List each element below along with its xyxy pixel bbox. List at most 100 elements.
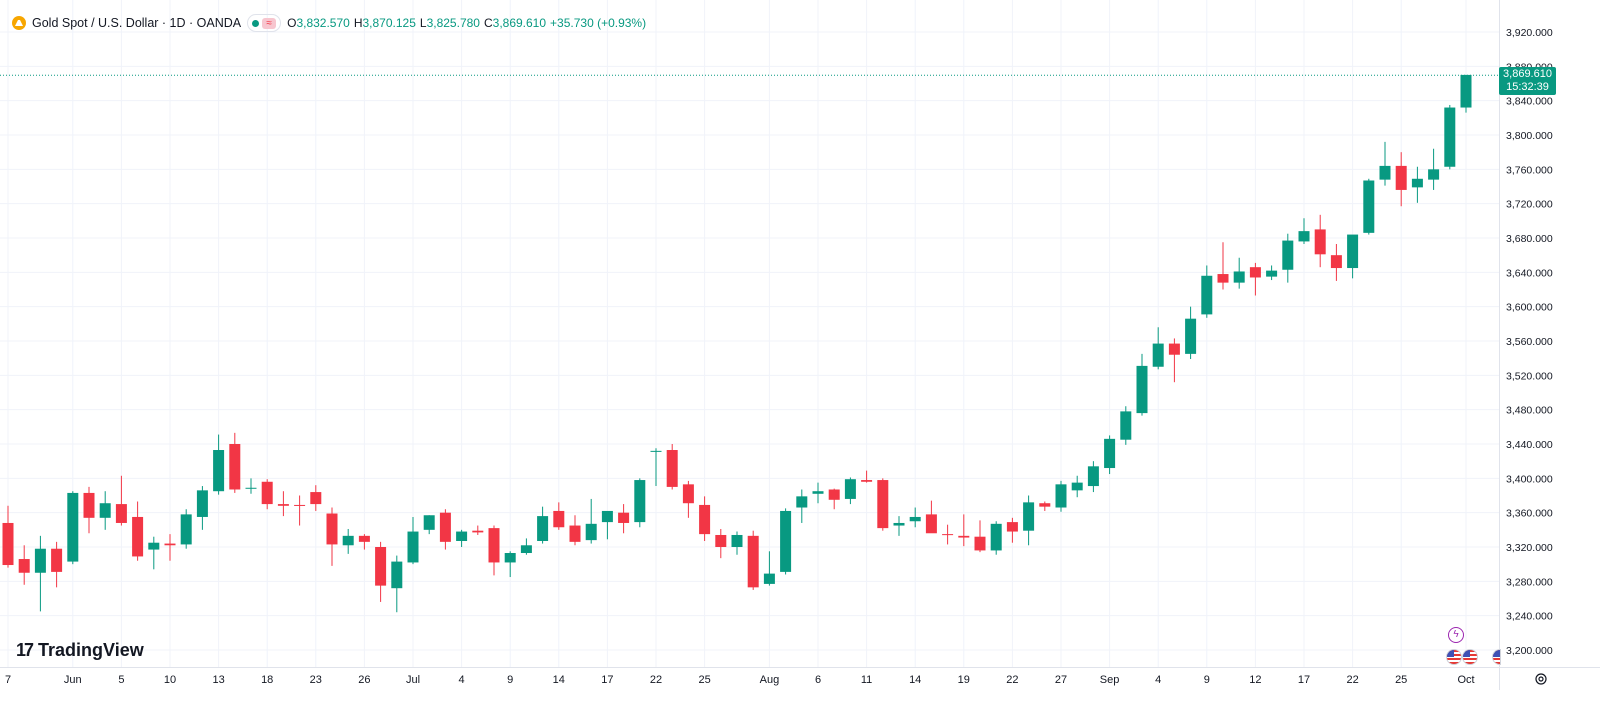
candle-up xyxy=(1185,306,1197,360)
x-tick-label: 10 xyxy=(164,674,176,686)
symbol-title[interactable]: Gold Spot / U.S. Dollar · 1D · OANDA xyxy=(32,16,242,30)
candle-up xyxy=(1023,495,1035,546)
ohlc-readout: O3,832.570 H3,870.125 L3,825.780 C3,869.… xyxy=(287,16,646,30)
candle-body xyxy=(2,522,14,566)
candle-up xyxy=(1233,257,1245,289)
candle-up xyxy=(1120,406,1132,445)
candle-down xyxy=(132,501,144,561)
candle-body xyxy=(828,489,840,500)
candle-down xyxy=(310,485,322,511)
candle-down xyxy=(861,470,873,483)
candle-down xyxy=(877,478,889,531)
tradingview-wordmark: TradingView xyxy=(38,640,144,660)
open-value: 3,832.570 xyxy=(296,16,350,30)
candle-up xyxy=(196,486,208,530)
candle-body xyxy=(1168,343,1180,355)
candle-up xyxy=(1201,265,1213,318)
x-tick-label: Oct xyxy=(1457,674,1474,686)
candle-body xyxy=(1395,165,1407,190)
candle-body xyxy=(456,531,468,541)
candle-down xyxy=(747,530,759,590)
close-value: 3,869.610 xyxy=(492,16,547,30)
close-label: C xyxy=(483,16,493,30)
candle-body xyxy=(763,573,775,584)
x-tick-label: 17 xyxy=(601,674,613,686)
current-price-label: 3,869.610 xyxy=(1503,68,1552,80)
candle-up xyxy=(650,448,662,487)
candle-body xyxy=(861,480,873,482)
gold-coin-icon[interactable] xyxy=(12,16,26,30)
candle-up xyxy=(796,489,808,523)
us-flag-icon[interactable] xyxy=(1446,649,1462,665)
candle-down xyxy=(682,480,694,518)
candle-body xyxy=(1039,503,1051,507)
x-tick-label: 4 xyxy=(1155,674,1161,686)
x-tick-label: Sep xyxy=(1100,674,1120,686)
candle-body xyxy=(1217,274,1229,283)
candle-down xyxy=(326,507,338,566)
x-tick-label: Aug xyxy=(760,674,780,686)
low-label: L xyxy=(419,16,427,30)
candle-body xyxy=(1428,169,1440,180)
candle-body xyxy=(1379,165,1391,180)
candle-body xyxy=(1330,255,1342,269)
candle-up xyxy=(423,515,435,535)
candle-up xyxy=(1379,141,1391,186)
us-flag-icon[interactable] xyxy=(1492,649,1501,665)
candle-body xyxy=(1104,438,1116,469)
x-tick-label: 11 xyxy=(861,674,872,686)
candle-down xyxy=(488,525,500,576)
candle-up xyxy=(1104,435,1116,475)
candle-body xyxy=(504,553,516,563)
candle-up xyxy=(1266,265,1278,281)
candle-body xyxy=(618,512,630,523)
candle-body xyxy=(585,523,597,541)
x-tick-label: 4 xyxy=(459,674,465,686)
candle-body xyxy=(844,479,856,499)
candle-down xyxy=(375,541,387,602)
candle-body xyxy=(1233,271,1245,283)
lightning-event-icon[interactable]: ϟ xyxy=(1448,627,1464,643)
y-tick-label: 3,760.000 xyxy=(1506,164,1553,176)
candle-down xyxy=(699,496,711,541)
candle-up xyxy=(585,498,597,544)
candle-down xyxy=(164,534,176,561)
y-tick-label: 3,840.000 xyxy=(1506,96,1553,108)
candle-up xyxy=(1428,148,1440,190)
x-tick-label: 5 xyxy=(118,674,124,686)
candle-body xyxy=(1136,365,1148,414)
candle-down xyxy=(715,528,727,559)
candle-body xyxy=(1282,240,1294,270)
x-tick-label: Jun xyxy=(64,674,82,686)
axes: 3,200.000 3,240.000 3,280.000 3,320.000 3,36… xyxy=(0,0,1600,690)
candle-up xyxy=(1460,74,1472,113)
market-status-pill[interactable]: ≈ xyxy=(247,14,282,32)
candle-up xyxy=(763,551,775,586)
us-flag-icon[interactable] xyxy=(1462,649,1478,665)
y-tick-label: 3,600.000 xyxy=(1506,302,1553,314)
candle-body xyxy=(310,492,322,505)
candle-down xyxy=(1249,262,1261,296)
candle-body xyxy=(537,516,549,541)
tradingview-logo[interactable]: 17 TradingView xyxy=(16,640,144,661)
candle-body xyxy=(83,492,95,518)
candle-body xyxy=(1201,275,1213,315)
current-price-badge: 3,869.610 15:32:39 xyxy=(1499,67,1556,95)
candle-body xyxy=(18,559,30,573)
candle-body xyxy=(488,528,500,563)
y-tick-label: 3,560.000 xyxy=(1506,336,1553,348)
candle-body xyxy=(358,535,370,542)
x-tick-label: 25 xyxy=(698,674,710,686)
candle-down xyxy=(18,545,30,585)
chart-header: Gold Spot / U.S. Dollar · 1D · OANDA ≈ O… xyxy=(12,13,646,33)
candle-body xyxy=(520,545,532,554)
candle-up xyxy=(844,477,856,505)
candle-body xyxy=(715,534,727,547)
chart-settings-icon[interactable] xyxy=(1534,672,1548,686)
candle-body xyxy=(747,535,759,588)
candle-body xyxy=(213,450,225,492)
candle-up xyxy=(342,528,354,554)
candle-body xyxy=(1363,180,1375,233)
y-tick-label: 3,200.000 xyxy=(1506,645,1553,657)
